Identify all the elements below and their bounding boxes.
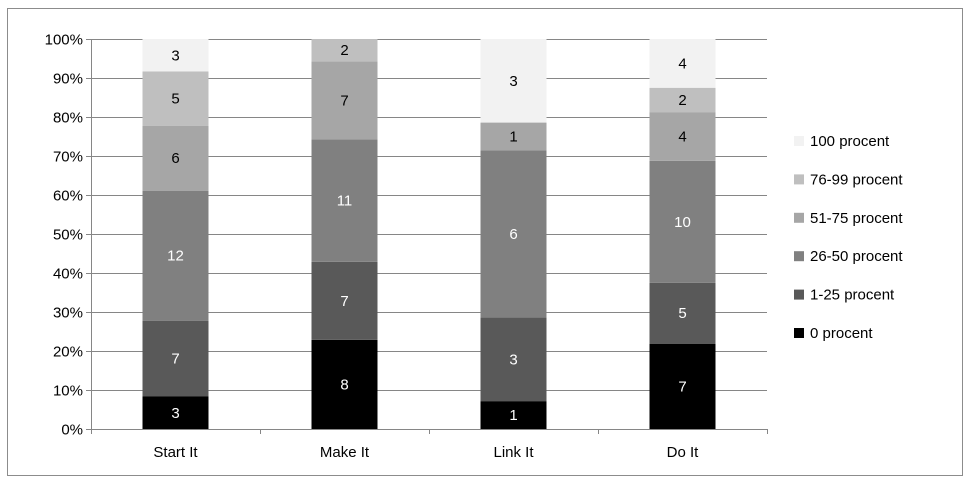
x-category-label: Start It	[153, 444, 198, 461]
bar-segment	[311, 39, 378, 62]
legend-swatch	[794, 289, 804, 300]
data-label: 2	[340, 42, 348, 59]
bar-segment	[649, 39, 716, 88]
bar-segment	[311, 261, 378, 340]
data-label: 7	[340, 92, 348, 109]
data-label: 5	[678, 305, 686, 322]
y-tick-label: 40%	[53, 266, 83, 283]
y-tick-label: 80%	[53, 110, 83, 127]
x-category-label: Link It	[493, 444, 534, 461]
data-label: 7	[171, 351, 179, 368]
bar-segment	[142, 39, 209, 72]
data-label: 2	[678, 92, 686, 109]
bar-segment	[649, 282, 716, 344]
y-tick-label: 30%	[53, 305, 83, 322]
data-label: 4	[678, 55, 686, 72]
y-tick-label: 60%	[53, 188, 83, 205]
bar-segment	[311, 139, 378, 262]
bar-segment	[480, 401, 547, 429]
data-label: 3	[509, 351, 517, 368]
y-tick-label: 100%	[45, 32, 83, 49]
bar-segment	[649, 160, 716, 283]
bar-segment	[142, 190, 209, 321]
data-labels: 3 7 12 6 5 3 8 7 11 7 2 1 3 6 1 3 7 5 10 4 2 4	[167, 42, 691, 424]
data-label: 3	[171, 47, 179, 64]
legend-swatch	[794, 136, 804, 146]
y-tick-label: 0%	[61, 422, 83, 439]
bar-segment	[649, 343, 716, 429]
data-label: 12	[167, 248, 184, 265]
legend-swatch	[794, 212, 804, 223]
bar-segment	[142, 125, 209, 191]
data-label: 7	[678, 378, 686, 395]
legend: 100 procent 76-99 procent 51-75 procent 26-…	[794, 133, 903, 342]
legend-swatch	[794, 174, 804, 185]
data-label: 3	[171, 405, 179, 422]
y-tick-label: 10%	[53, 383, 83, 400]
legend-label: 1-25 procent	[810, 287, 895, 304]
legend-label: 76-99 procent	[810, 171, 903, 188]
legend-label: 100 procent	[810, 133, 890, 150]
data-label: 5	[171, 91, 179, 108]
y-tick-label: 50%	[53, 227, 83, 244]
bar-segment	[480, 317, 547, 402]
y-tick-label: 90%	[53, 71, 83, 88]
x-category-label: Make It	[320, 444, 370, 461]
bar-segment	[649, 87, 716, 113]
y-tick-label: 70%	[53, 149, 83, 166]
data-label: 6	[171, 150, 179, 167]
legend-label: 26-50 procent	[810, 248, 903, 265]
legend-label: 0 procent	[810, 325, 873, 342]
bar-segment	[142, 71, 209, 126]
legend-label: 51-75 procent	[810, 210, 903, 227]
data-label: 3	[509, 73, 517, 90]
data-label: 4	[678, 129, 686, 146]
legend-swatch	[794, 328, 804, 338]
bar-segment	[311, 61, 378, 140]
data-label: 8	[340, 376, 348, 393]
axes: 0% 10% 20% 30% 40% 50% 60% 70% 80% 90% 100% Start I…	[45, 32, 768, 461]
bar-segment	[142, 396, 209, 429]
bar-segment	[480, 39, 547, 123]
bar-segment	[480, 122, 547, 151]
x-category-label: Do It	[667, 444, 700, 461]
bar-segment	[142, 320, 209, 397]
bars	[142, 39, 716, 429]
bar-segment	[649, 112, 716, 161]
data-label: 11	[337, 193, 353, 210]
bar-segment	[311, 339, 378, 429]
data-label: 6	[509, 226, 517, 243]
data-label: 7	[340, 293, 348, 310]
legend-swatch	[794, 251, 804, 262]
data-label: 10	[674, 214, 691, 231]
bar-segment	[480, 150, 547, 318]
data-label: 1	[509, 407, 517, 424]
y-tick-label: 20%	[53, 344, 83, 361]
data-label: 1	[509, 129, 517, 146]
